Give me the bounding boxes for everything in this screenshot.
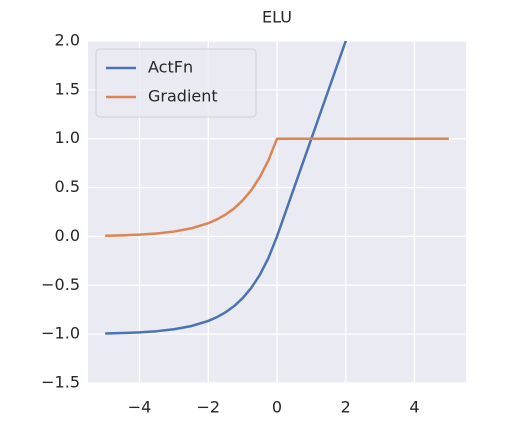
y-tick-label: −0.5	[41, 275, 80, 294]
y-tick-label: 0.0	[55, 226, 80, 245]
x-tick-label: 2	[341, 398, 351, 417]
x-tick-label: 4	[409, 398, 419, 417]
y-tick-label: −1.5	[41, 373, 80, 392]
y-tick-label: −1.0	[41, 324, 80, 343]
legend-box	[95, 48, 257, 118]
x-tick-label: −2	[196, 398, 220, 417]
legend-label: Gradient	[148, 87, 218, 106]
chart-title: ELU	[262, 8, 292, 27]
legend-label: ActFn	[148, 58, 193, 77]
x-tick-label: −4	[128, 398, 152, 417]
y-tick-label: 2.0	[55, 31, 80, 50]
y-tick-label: 1.5	[55, 79, 80, 98]
y-tick-label: 0.5	[55, 177, 80, 196]
y-tick-label: 1.0	[55, 128, 80, 147]
line	[105, 137, 449, 238]
line	[105, 41, 348, 335]
x-tick-label: 0	[272, 398, 282, 417]
